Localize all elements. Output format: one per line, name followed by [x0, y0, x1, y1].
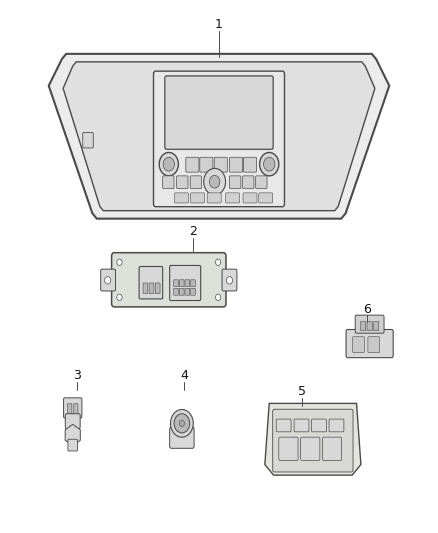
Circle shape: [260, 152, 279, 176]
FancyBboxPatch shape: [300, 437, 320, 461]
Circle shape: [174, 414, 190, 433]
FancyBboxPatch shape: [346, 329, 393, 358]
Circle shape: [179, 420, 184, 426]
FancyBboxPatch shape: [153, 71, 285, 207]
Circle shape: [117, 294, 122, 301]
Text: 2: 2: [189, 225, 197, 238]
FancyBboxPatch shape: [276, 419, 291, 432]
FancyBboxPatch shape: [65, 414, 80, 429]
FancyBboxPatch shape: [230, 157, 243, 172]
FancyBboxPatch shape: [186, 157, 199, 172]
FancyBboxPatch shape: [200, 157, 213, 172]
FancyBboxPatch shape: [368, 337, 380, 353]
FancyBboxPatch shape: [360, 321, 366, 330]
FancyBboxPatch shape: [149, 283, 154, 294]
Circle shape: [226, 277, 233, 284]
Polygon shape: [265, 403, 361, 475]
FancyBboxPatch shape: [74, 403, 78, 414]
FancyBboxPatch shape: [230, 176, 241, 189]
FancyBboxPatch shape: [244, 157, 257, 172]
FancyBboxPatch shape: [101, 269, 116, 291]
FancyBboxPatch shape: [185, 280, 190, 287]
Circle shape: [209, 175, 220, 188]
FancyBboxPatch shape: [191, 193, 205, 203]
FancyBboxPatch shape: [162, 176, 174, 189]
FancyBboxPatch shape: [214, 157, 227, 172]
Circle shape: [117, 259, 122, 265]
Polygon shape: [65, 424, 80, 446]
FancyBboxPatch shape: [355, 315, 384, 333]
FancyBboxPatch shape: [174, 193, 188, 203]
FancyBboxPatch shape: [207, 193, 221, 203]
FancyBboxPatch shape: [256, 176, 267, 189]
Circle shape: [170, 409, 193, 437]
FancyBboxPatch shape: [243, 193, 257, 203]
FancyBboxPatch shape: [112, 253, 226, 307]
Circle shape: [163, 157, 174, 171]
FancyBboxPatch shape: [367, 321, 372, 330]
FancyBboxPatch shape: [179, 280, 184, 287]
FancyBboxPatch shape: [177, 176, 188, 189]
FancyBboxPatch shape: [165, 76, 273, 149]
FancyBboxPatch shape: [374, 321, 379, 330]
FancyBboxPatch shape: [191, 280, 195, 287]
FancyBboxPatch shape: [311, 419, 326, 432]
FancyBboxPatch shape: [353, 337, 364, 353]
Circle shape: [215, 259, 221, 265]
FancyBboxPatch shape: [155, 283, 160, 294]
Text: 3: 3: [73, 369, 81, 382]
FancyBboxPatch shape: [279, 437, 298, 461]
FancyBboxPatch shape: [222, 269, 237, 291]
FancyBboxPatch shape: [170, 265, 201, 301]
FancyBboxPatch shape: [173, 280, 178, 287]
FancyBboxPatch shape: [190, 176, 201, 189]
FancyBboxPatch shape: [329, 419, 344, 432]
Text: 1: 1: [215, 18, 223, 31]
FancyBboxPatch shape: [64, 398, 82, 418]
Circle shape: [204, 168, 226, 195]
Text: 4: 4: [180, 369, 188, 382]
FancyBboxPatch shape: [173, 288, 178, 295]
FancyBboxPatch shape: [294, 419, 309, 432]
FancyBboxPatch shape: [67, 403, 72, 414]
FancyBboxPatch shape: [226, 193, 240, 203]
Text: 6: 6: [364, 303, 371, 316]
Circle shape: [159, 152, 178, 176]
FancyBboxPatch shape: [259, 193, 273, 203]
FancyBboxPatch shape: [322, 437, 342, 461]
Polygon shape: [49, 54, 389, 219]
FancyBboxPatch shape: [83, 133, 93, 148]
Polygon shape: [63, 62, 375, 211]
FancyBboxPatch shape: [185, 288, 190, 295]
FancyBboxPatch shape: [68, 439, 78, 451]
FancyBboxPatch shape: [170, 427, 194, 448]
Circle shape: [215, 294, 221, 301]
FancyBboxPatch shape: [273, 409, 353, 472]
Circle shape: [264, 157, 275, 171]
FancyBboxPatch shape: [179, 288, 184, 295]
Text: 5: 5: [298, 385, 306, 398]
FancyBboxPatch shape: [143, 283, 148, 294]
FancyBboxPatch shape: [191, 288, 195, 295]
Circle shape: [105, 277, 111, 284]
FancyBboxPatch shape: [139, 266, 162, 299]
FancyBboxPatch shape: [243, 176, 254, 189]
